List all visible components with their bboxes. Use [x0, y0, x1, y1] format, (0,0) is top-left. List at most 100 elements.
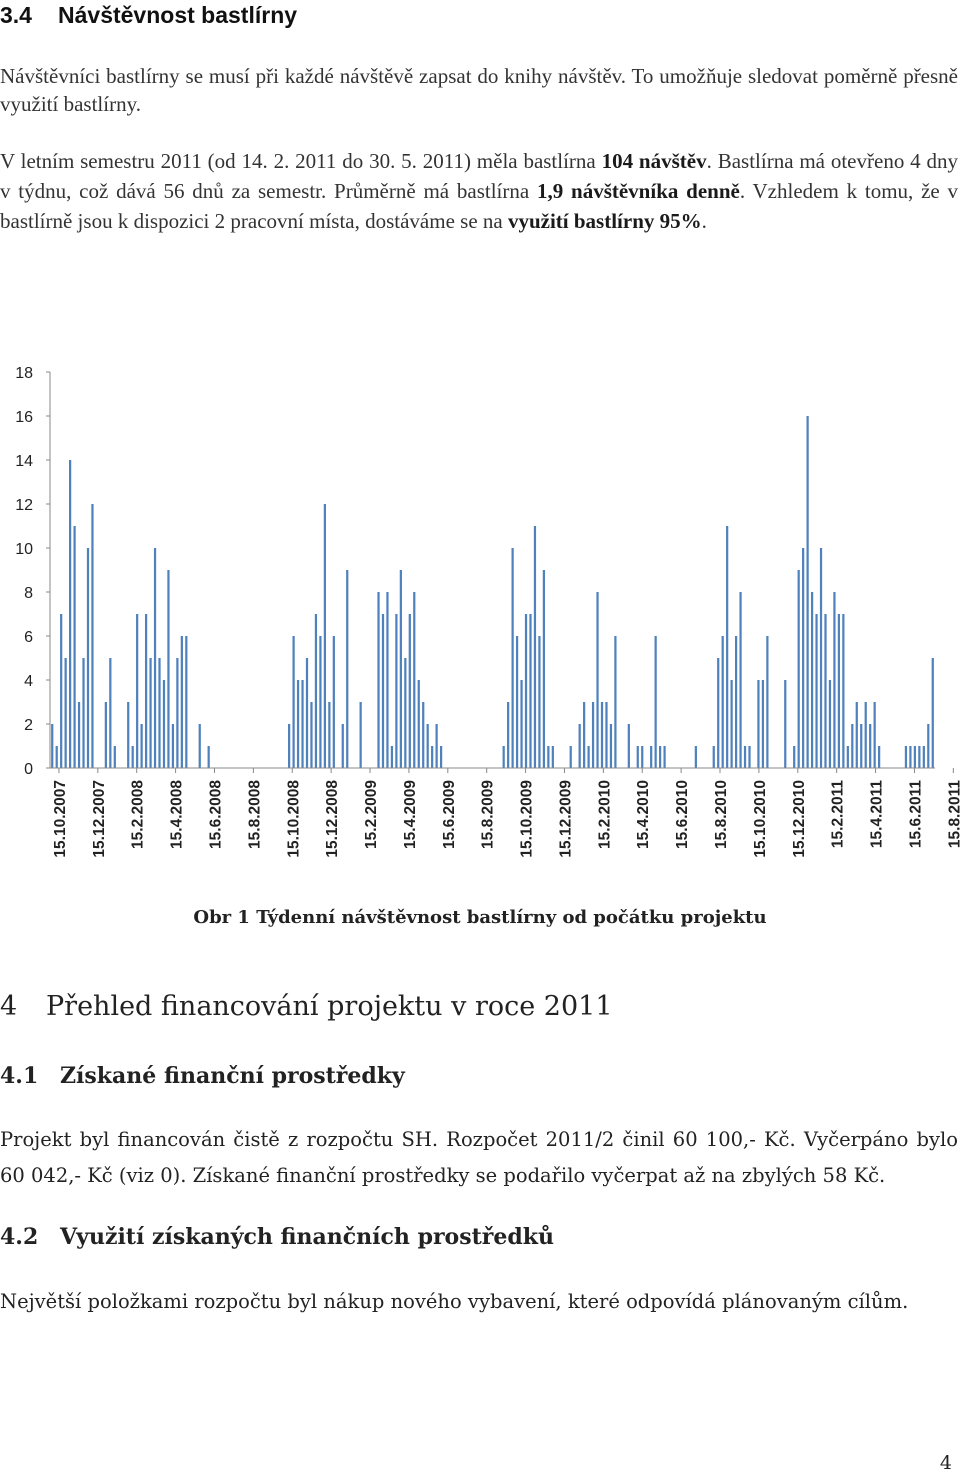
- section-heading-3-4: 3.4 Návštěvnost bastlírny: [0, 2, 297, 29]
- section-number: 4.1: [0, 1063, 39, 1089]
- bar: [873, 702, 876, 768]
- y-tick-label: 18: [15, 365, 33, 382]
- bar: [797, 570, 800, 768]
- bar: [185, 636, 188, 768]
- bar: [659, 746, 662, 768]
- text-part: V letním semestru 2011 (od 14. 2. 2011 d…: [0, 149, 602, 173]
- bar: [51, 724, 54, 768]
- bar: [802, 548, 805, 768]
- y-tick-label: 8: [24, 585, 33, 602]
- bar: [605, 702, 608, 768]
- bar: [819, 548, 823, 768]
- bar: [381, 614, 385, 768]
- bar: [60, 614, 63, 768]
- x-tick-label: 15.12.2010: [791, 780, 808, 858]
- bar: [837, 614, 841, 768]
- bar: [408, 614, 411, 768]
- x-tick-label: 15.8.2010: [713, 780, 730, 849]
- bar: [109, 658, 112, 768]
- figure-caption: Obr 1 Týdenní návštěvnost bastlírny od p…: [193, 907, 767, 928]
- section-heading-4-2: 4.2 Využití získaných finančních prostřed…: [0, 1224, 554, 1250]
- bar: [310, 702, 313, 768]
- bar: [824, 614, 827, 768]
- bar: [176, 658, 179, 768]
- bar: [860, 724, 863, 768]
- bar: [864, 702, 867, 768]
- bar: [426, 724, 429, 768]
- bar: [909, 746, 912, 768]
- x-tick-label: 15.8.2011: [946, 780, 960, 848]
- bar: [609, 724, 613, 768]
- bar: [748, 746, 751, 768]
- bar: [422, 702, 425, 768]
- bar: [413, 592, 416, 768]
- bar: [377, 592, 380, 768]
- bar: [404, 658, 407, 768]
- bar: [198, 724, 201, 768]
- bar: [600, 702, 604, 768]
- paragraph-financing: Projekt byl financován čistě z rozpočtu …: [0, 1128, 958, 1187]
- bar: [113, 746, 116, 768]
- x-tick-label: 15.10.2010: [752, 780, 769, 858]
- x-tick-label: 15.6.2009: [441, 780, 458, 849]
- bar: [712, 746, 715, 768]
- bar: [694, 746, 697, 768]
- bar: [663, 746, 666, 768]
- paragraph-budget-usage: Největší položkami rozpočtu byl nákup no…: [0, 1290, 909, 1313]
- bar: [395, 614, 398, 768]
- bar: [82, 658, 85, 768]
- bar: [296, 680, 300, 768]
- x-tick-label: 15.2.2008: [130, 780, 147, 849]
- x-tick-label: 15.12.2007: [91, 780, 108, 858]
- bar: [305, 658, 309, 768]
- bar: [922, 746, 925, 768]
- section-title: Přehled financování projektu v roce 2011: [46, 991, 613, 1022]
- bar: [855, 702, 858, 768]
- bar: [851, 724, 854, 768]
- bar: [73, 526, 76, 768]
- bar: [793, 746, 796, 768]
- bar: [846, 746, 849, 768]
- bar: [833, 592, 836, 768]
- bar: [927, 724, 930, 768]
- bar: [91, 504, 94, 768]
- bar: [641, 746, 644, 768]
- bar: [288, 724, 291, 768]
- bar: [136, 614, 139, 768]
- y-tick-label: 12: [15, 497, 33, 514]
- bar: [435, 724, 438, 768]
- bar: [578, 724, 581, 768]
- y-axis: 0 2 4 6 8 10 12 14 16 18: [15, 365, 51, 778]
- bar: [127, 702, 130, 768]
- bar: [761, 680, 765, 768]
- bar: [171, 724, 175, 768]
- bar: [417, 680, 420, 768]
- bar: [149, 658, 152, 768]
- bar: [542, 570, 546, 768]
- bar: [654, 636, 657, 768]
- y-tick-label: 4: [24, 673, 33, 690]
- bar: [69, 460, 72, 768]
- bar: [869, 724, 872, 768]
- bar: [757, 680, 760, 768]
- visits-count: 104 návštěv: [601, 149, 707, 173]
- y-tick-label: 10: [15, 541, 33, 558]
- x-tick-label: 15.6.2011: [907, 780, 924, 848]
- bar: [301, 680, 304, 768]
- bar: [730, 680, 733, 768]
- section-number: 4: [0, 991, 18, 1022]
- y-tick-label: 0: [24, 761, 33, 778]
- bar: [359, 702, 362, 768]
- bar: [739, 592, 742, 768]
- bar: [332, 636, 335, 768]
- bar: [328, 702, 331, 768]
- bar: [502, 746, 505, 768]
- text-part: .: [701, 209, 707, 233]
- daily-average: 1,9 návštěvníka denně: [536, 179, 740, 203]
- x-tick-label: 15.12.2008: [324, 780, 341, 858]
- x-tick-label: 15.4.2010: [635, 780, 652, 849]
- bar: [140, 724, 143, 768]
- bar: [346, 570, 349, 768]
- bar: [538, 636, 541, 768]
- section-number: 3.4: [0, 2, 32, 28]
